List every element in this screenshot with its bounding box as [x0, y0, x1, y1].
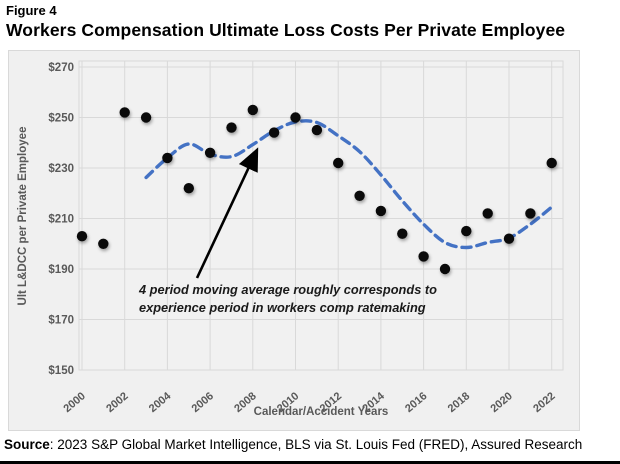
data-point — [204, 147, 216, 158]
data-point — [461, 225, 472, 237]
y-tick-label: $230 — [48, 163, 74, 175]
source-label: Source — [4, 437, 50, 452]
x-tick-label: 2016 — [403, 390, 429, 415]
data-point — [333, 157, 344, 169]
y-tick-label: $210 — [48, 214, 74, 226]
x-tick-label: 2000 — [61, 390, 87, 415]
data-point — [439, 263, 451, 275]
chart-title: Workers Compensation Ultimate Loss Costs… — [6, 20, 566, 40]
data-point — [98, 238, 109, 249]
data-point — [418, 251, 429, 262]
data-point — [268, 127, 280, 138]
annotation-text-line1: 4 period moving average roughly correspo… — [138, 282, 437, 297]
x-tick-label: 2004 — [147, 390, 174, 415]
data-point — [226, 122, 237, 133]
data-point — [76, 231, 88, 242]
source-line: Source: 2023 S&P Global Market Intellige… — [4, 437, 618, 452]
data-point — [140, 112, 152, 123]
x-tick-label: 2006 — [190, 390, 216, 415]
data-point — [119, 107, 130, 118]
plot-area — [78, 60, 564, 371]
y-tick-label: $150 — [48, 365, 74, 377]
y-axis-title: Ult L&DCC per Private Employee — [17, 127, 29, 306]
annotation-arrow — [195, 147, 259, 279]
y-tick-label: $170 — [48, 315, 74, 327]
figure-label: Figure 4 — [6, 3, 57, 18]
data-point — [503, 233, 515, 244]
data-point — [183, 183, 194, 194]
chart-panel: $150 $170 $190 $210 $230 $250 $270 2000 2002 2004… — [8, 50, 580, 431]
data-point — [162, 152, 173, 164]
data-point — [546, 157, 557, 169]
chart-canvas: $150 $170 $190 $210 $230 $250 $270 2000 2002 2004… — [17, 60, 564, 418]
x-tick-label: 2020 — [488, 390, 514, 415]
data-point — [482, 208, 493, 219]
data-point — [311, 124, 323, 136]
y-tick-label: $250 — [48, 113, 74, 125]
data-point — [354, 190, 365, 201]
y-tick-label: $190 — [48, 264, 74, 276]
data-point — [397, 228, 408, 239]
x-tick-label: 2002 — [104, 390, 130, 415]
source-text: : 2023 S&P Global Market Intelligence, B… — [49, 437, 583, 452]
data-point — [290, 112, 301, 123]
y-tick-label: $270 — [48, 62, 74, 74]
x-axis-title: Calendar/Accident Years — [254, 406, 389, 418]
x-tick-label: 2018 — [446, 390, 472, 415]
data-point — [525, 208, 536, 219]
data-point — [375, 205, 387, 217]
annotation-text-line2: experience period in workers comp ratema… — [139, 300, 426, 315]
x-tick-label: 2022 — [531, 390, 557, 415]
data-point — [247, 104, 258, 116]
